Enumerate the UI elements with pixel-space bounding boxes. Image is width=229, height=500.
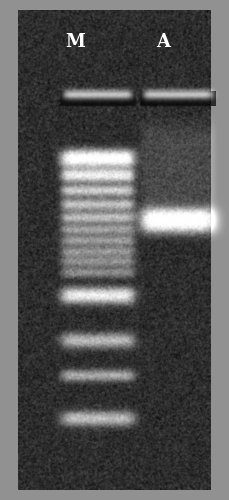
Text: M: M [65,33,85,51]
Text: A: A [156,33,170,51]
